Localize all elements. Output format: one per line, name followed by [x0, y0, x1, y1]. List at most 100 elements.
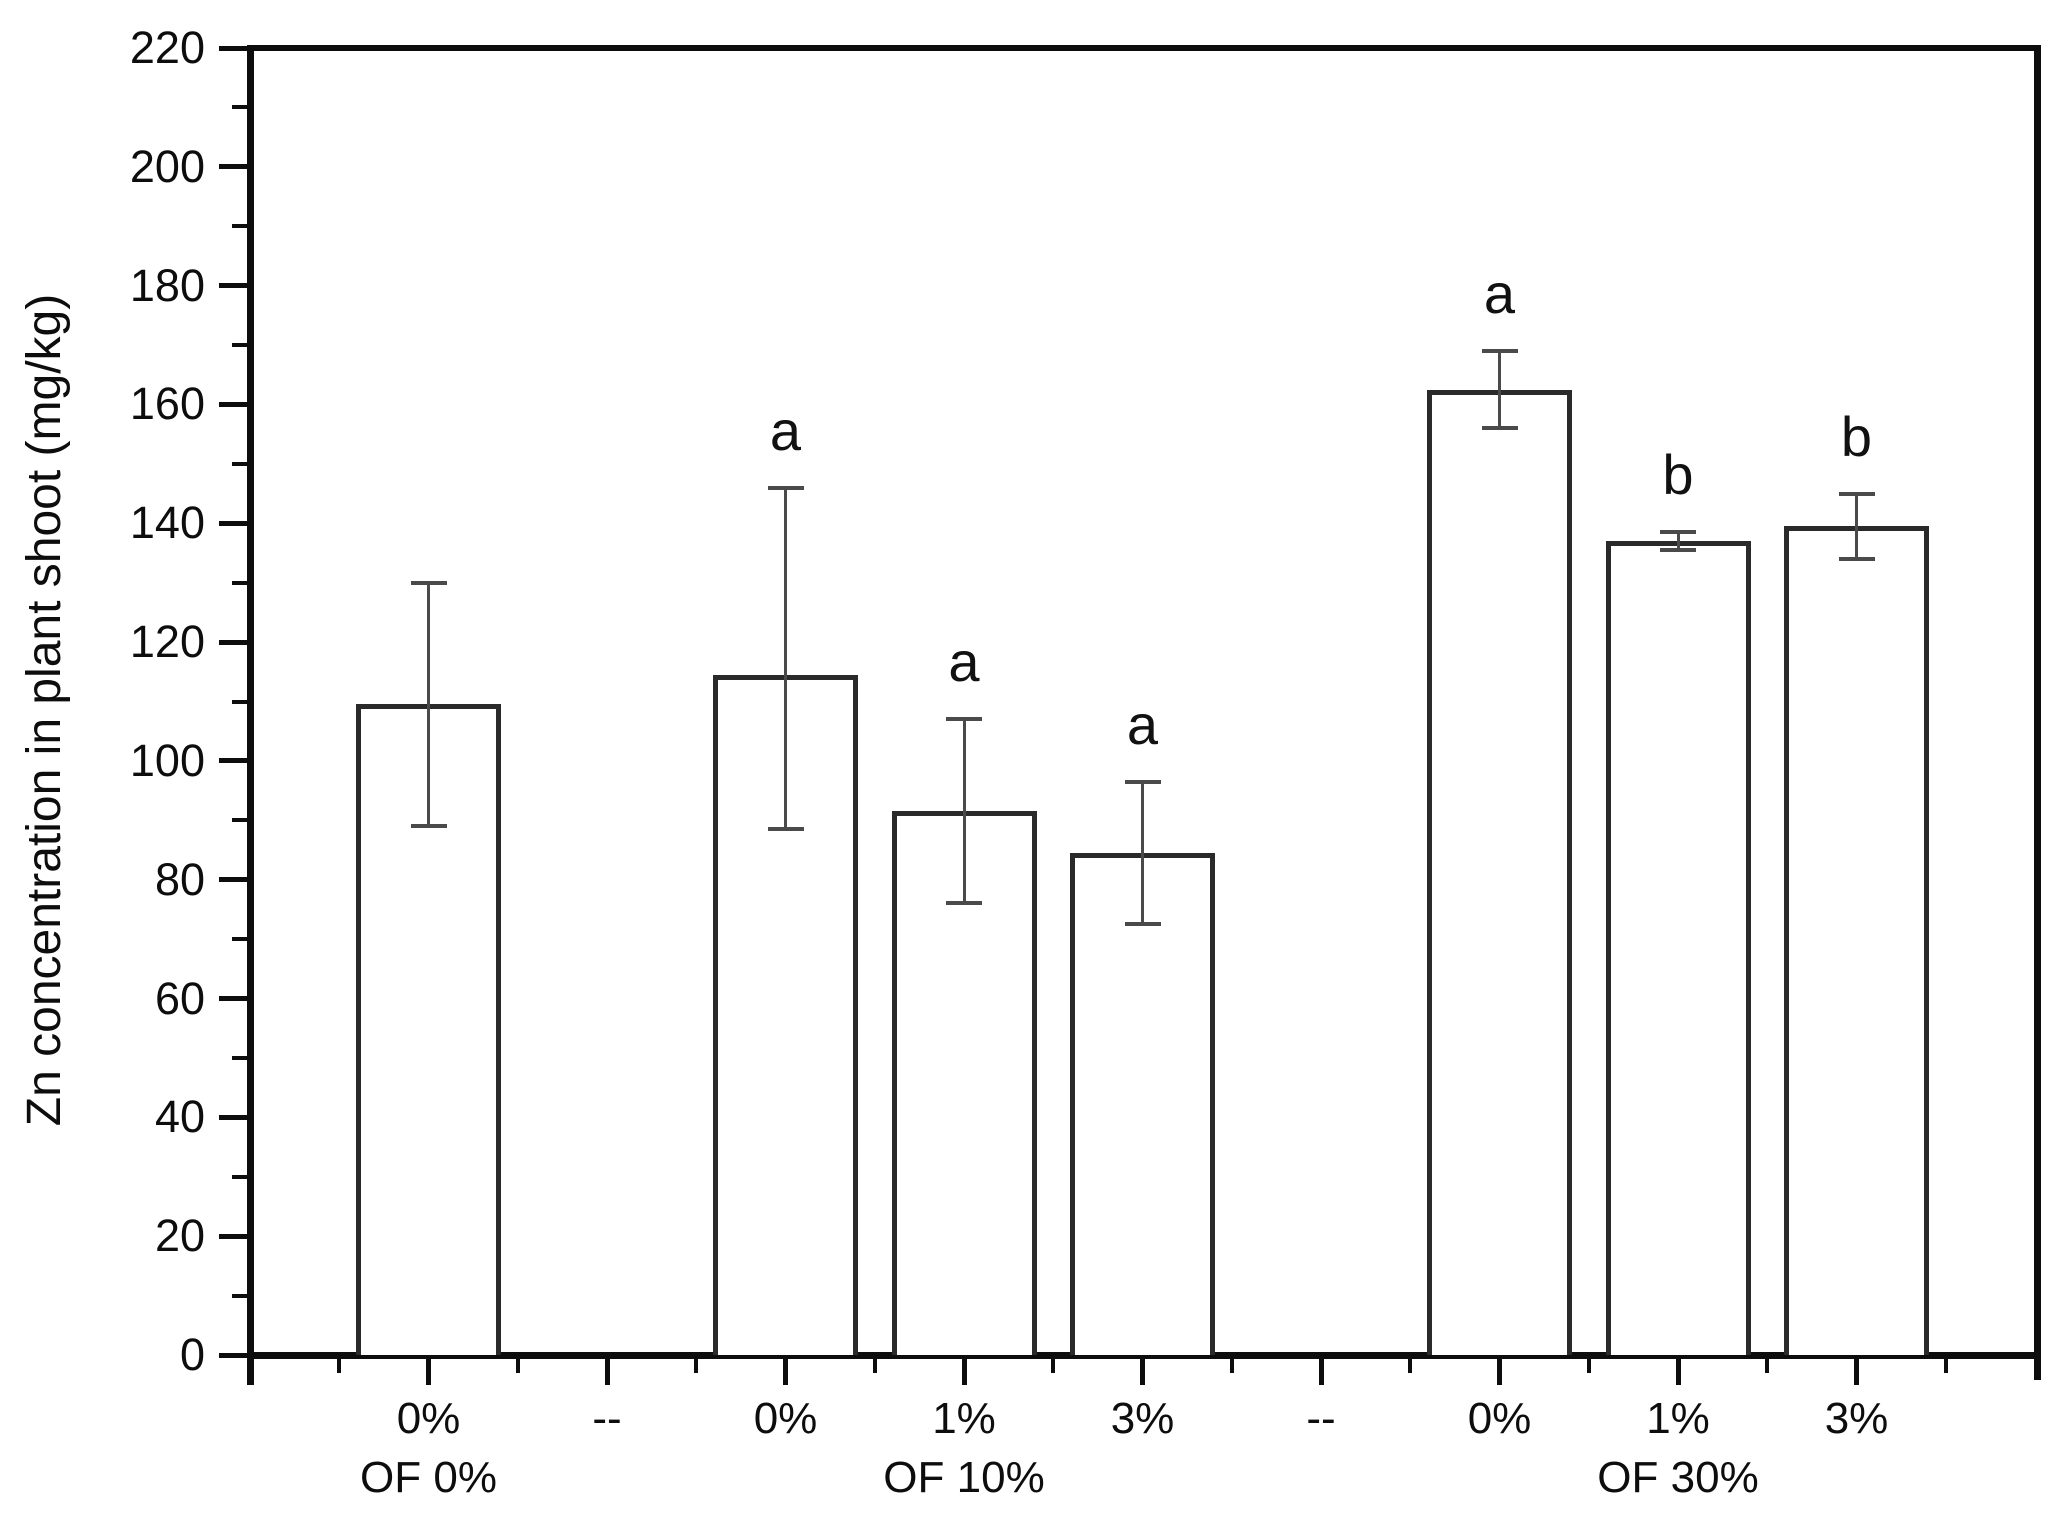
x-major-tick [783, 1359, 788, 1385]
error-bar-cap-top [410, 580, 447, 585]
y-tick-label: 180 [129, 259, 205, 311]
y-major-tick [219, 877, 247, 883]
y-major-tick [219, 164, 247, 170]
error-bar-cap-bottom [1481, 426, 1518, 431]
plot-right-border [2034, 45, 2041, 1380]
y-tick-label: 80 [154, 853, 205, 905]
significance-letter: a [1126, 692, 1159, 756]
y-tick-label: 120 [129, 616, 205, 668]
y-major-tick [219, 520, 247, 526]
y-major-tick [219, 758, 247, 764]
y-axis-line [247, 45, 254, 1385]
y-minor-tick [232, 818, 247, 823]
y-tick-label: 140 [129, 497, 205, 549]
error-bar-cap-bottom [1124, 922, 1161, 927]
y-minor-tick [232, 580, 247, 585]
bar [1427, 389, 1572, 1355]
y-major-tick [219, 1352, 247, 1358]
y-minor-tick [232, 937, 247, 942]
y-minor-tick [232, 224, 247, 229]
x-minor-tick [694, 1359, 699, 1373]
significance-letter: a [948, 630, 980, 694]
y-tick-label: 160 [129, 378, 205, 430]
error-bar-line [427, 582, 430, 827]
x-minor-tick [1051, 1359, 1056, 1373]
x-major-tick [604, 1359, 610, 1385]
y-minor-tick [232, 461, 247, 466]
y-major-tick [219, 1233, 247, 1239]
error-bar-line [1676, 532, 1680, 550]
x-minor-tick [1765, 1359, 1770, 1373]
x-tick-label: 1% [932, 1394, 996, 1443]
significance-letter: a [769, 398, 802, 462]
y-tick-label: 0 [179, 1329, 205, 1380]
plot-top-border [247, 45, 2041, 51]
bar [1070, 852, 1215, 1355]
error-bar-cap-top [1481, 348, 1518, 353]
x-minor-tick [872, 1359, 877, 1373]
y-axis-title: Zn concentration in plant shoot (mg/kg) [18, 293, 71, 1127]
y-minor-tick [232, 1055, 247, 1060]
x-major-tick [426, 1359, 431, 1385]
significance-letter: b [1662, 443, 1694, 507]
y-minor-tick [232, 1293, 247, 1298]
significance-letter: a [1483, 261, 1516, 325]
y-major-tick [219, 996, 247, 1002]
x-tick-label: 0% [396, 1394, 461, 1443]
y-minor-tick [232, 105, 247, 110]
x-tick-label: 1% [1646, 1394, 1710, 1443]
x-major-tick [1318, 1359, 1324, 1385]
y-tick-label: 40 [154, 1091, 205, 1143]
error-bar-line [962, 719, 966, 904]
y-tick-label: 100 [129, 734, 205, 786]
x-tick-label: -- [592, 1394, 622, 1443]
y-minor-tick [232, 343, 247, 348]
bar [713, 674, 858, 1355]
x-tick-label: 3% [1110, 1394, 1175, 1443]
y-tick-label: 60 [154, 972, 205, 1024]
x-minor-tick [1408, 1359, 1413, 1373]
error-bar-line [1141, 781, 1144, 925]
error-bar-cap-top [1124, 779, 1161, 784]
error-bar-cap-bottom [946, 901, 982, 906]
error-bar-cap-top [767, 485, 804, 490]
y-minor-tick [232, 699, 247, 704]
significance-letter: b [1840, 404, 1873, 468]
error-bar-cap-bottom [1838, 556, 1875, 561]
y-tick-label: 20 [154, 1210, 205, 1262]
x-minor-tick [1586, 1359, 1591, 1373]
error-bar-cap-top [946, 717, 982, 722]
x-minor-tick [337, 1359, 342, 1373]
x-tick-label: 0% [1467, 1394, 1532, 1443]
y-major-tick [219, 401, 247, 407]
error-bar-cap-top [1660, 530, 1696, 535]
error-bar-cap-bottom [767, 827, 804, 832]
y-minor-tick [232, 1174, 247, 1179]
x-minor-tick [1943, 1359, 1948, 1373]
y-major-tick [219, 45, 247, 51]
x-minor-tick [515, 1359, 520, 1373]
error-bar-cap-top [1838, 491, 1875, 496]
bar [1605, 541, 1751, 1355]
error-bar-line [784, 487, 787, 830]
y-major-tick [219, 1114, 247, 1120]
error-bar-cap-bottom [410, 824, 447, 829]
y-major-tick [219, 283, 247, 289]
y-tick-label: 200 [129, 140, 205, 192]
x-major-tick [1497, 1359, 1502, 1385]
x-axis-line [247, 1352, 2041, 1359]
y-major-tick [219, 639, 247, 645]
x-major-tick [961, 1359, 967, 1385]
bar [1784, 526, 1929, 1355]
x-major-tick [1675, 1359, 1681, 1385]
x-minor-tick [1229, 1359, 1234, 1373]
error-bar-line [1498, 350, 1501, 429]
error-bar-cap-bottom [1660, 548, 1696, 552]
x-tick-label: 0% [753, 1394, 818, 1443]
x-group-label: OF 30% [1597, 1453, 1759, 1502]
x-major-tick [1140, 1359, 1145, 1385]
x-tick-label: 3% [1824, 1394, 1889, 1443]
x-group-label: OF 0% [360, 1453, 497, 1502]
x-major-tick [1854, 1359, 1859, 1385]
